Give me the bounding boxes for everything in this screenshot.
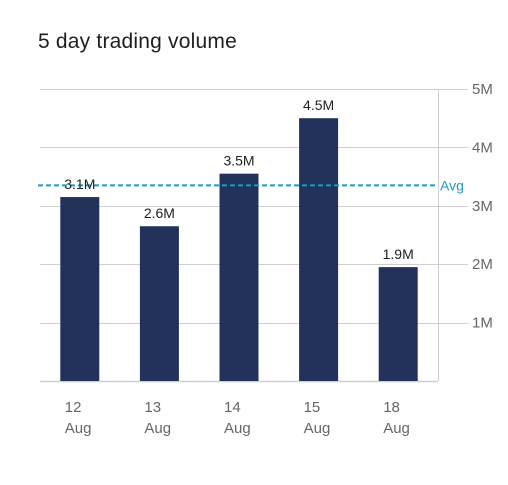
bar-value-label: 3.1M	[64, 176, 95, 192]
x-tick-label-month: Aug	[65, 420, 92, 437]
bar	[219, 173, 259, 381]
average-layer: Avg	[38, 177, 464, 193]
bar-value-label: 1.9M	[383, 246, 414, 262]
x-tick-label-day: 15	[304, 399, 321, 416]
bar-value-label: 2.6M	[144, 205, 175, 221]
y-tick-label: 1M	[472, 315, 493, 332]
bar	[299, 118, 339, 381]
x-tick-label-month: Aug	[304, 420, 331, 437]
x-tick-label-day: 14	[224, 399, 241, 416]
x-tick-label-month: Aug	[144, 420, 171, 437]
x-tick-label-month: Aug	[224, 420, 251, 437]
bar-value-label: 4.5M	[303, 97, 334, 113]
bar	[378, 267, 418, 381]
bar-layer	[60, 118, 418, 381]
y-tick-label: 4M	[472, 139, 493, 156]
average-label: Avg	[440, 177, 464, 193]
bar	[139, 226, 179, 381]
chart-title: 5 day trading volume	[38, 30, 237, 53]
bar-value-label: 3.5M	[223, 153, 254, 169]
y-tick-label: 2M	[472, 256, 493, 273]
label-layer: 1M 2M 3M 4M 5M 3.1M 12 Aug 2.6M 13 Aug 3.5M 14 Aug 4.5…	[64, 81, 493, 437]
x-tick-label-day: 18	[383, 399, 400, 416]
y-tick-label: 3M	[472, 198, 493, 215]
x-tick-label-day: 13	[144, 399, 161, 416]
x-tick-label-month: Aug	[383, 420, 410, 437]
y-tick-label: 5M	[472, 81, 493, 98]
bar	[60, 197, 100, 381]
x-tick-label-day: 12	[65, 399, 82, 416]
